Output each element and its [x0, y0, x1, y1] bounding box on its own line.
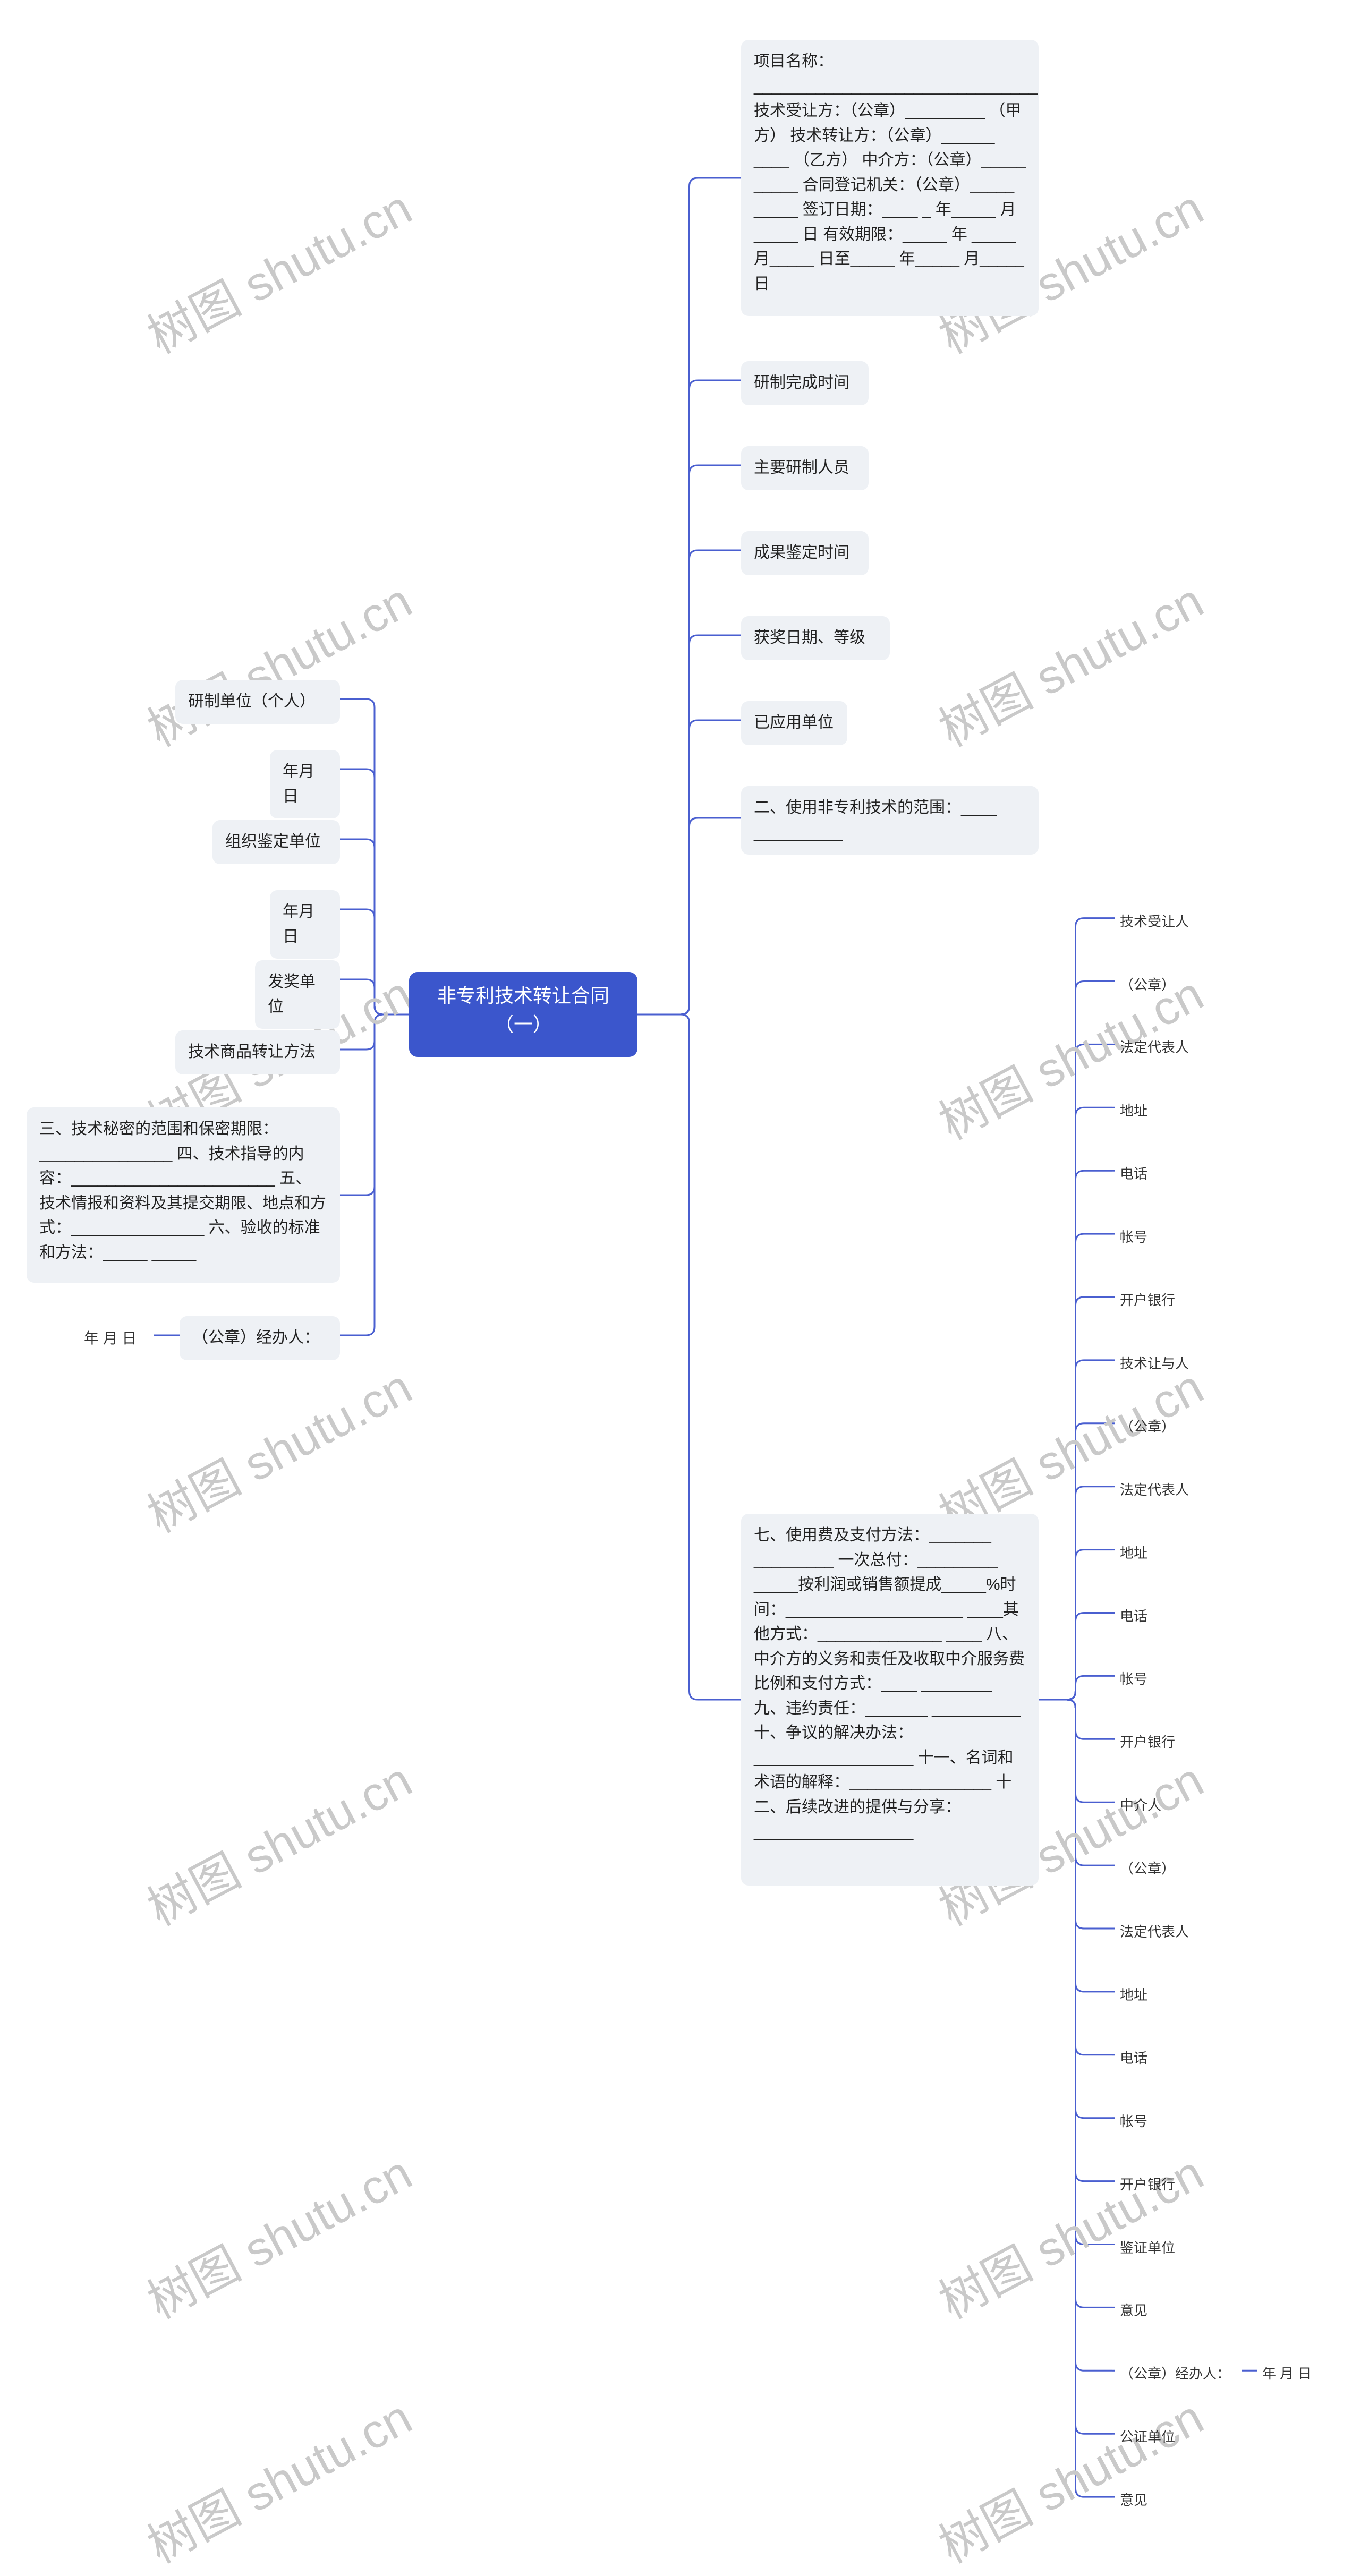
right-node-r6: 二、使用非专利技术的范围：____ __________ [741, 786, 1039, 855]
detail-c22: 意见 [1116, 2298, 1152, 2323]
detail-c17: 地址 [1116, 1982, 1152, 2008]
detail-c16: 法定代表人 [1116, 1919, 1193, 1944]
left-node-l7b: 年 月 日 [80, 1325, 154, 1352]
left-node-l1: 年月日 [270, 750, 340, 818]
right-node-r1: 研制完成时间 [741, 361, 869, 405]
detail-c15: （公章） [1116, 1856, 1179, 1881]
left-node-l3: 年月日 [270, 890, 340, 959]
right-node-r2: 主要研制人员 [741, 446, 869, 490]
detail-c21: 鉴证单位 [1116, 2235, 1179, 2261]
left-node-l7: （公章）经办人： [180, 1316, 340, 1360]
detail-c24: 公证单位 [1116, 2424, 1179, 2450]
detail-c0: 技术受让人 [1116, 909, 1193, 934]
right-node-r5: 已应用单位 [741, 701, 847, 745]
detail-c1: （公章） [1116, 972, 1179, 997]
detail-c3: 地址 [1116, 1098, 1152, 1123]
left-node-l0: 研制单位（个人） [175, 680, 340, 724]
detail-c9: 法定代表人 [1116, 1477, 1193, 1503]
detail-c5: 帐号 [1116, 1224, 1152, 1250]
detail-c10: 地址 [1116, 1540, 1152, 1566]
detail-c4: 电话 [1116, 1161, 1152, 1187]
detail-c12: 帐号 [1116, 1666, 1152, 1692]
right-node-r3: 成果鉴定时间 [741, 531, 869, 575]
detail-c20: 开户银行 [1116, 2172, 1179, 2197]
detail-c7: 技术让与人 [1116, 1351, 1193, 1376]
left-node-l6: 三、技术秘密的范围和保密期限：_______________ 四、技术指导的内容… [27, 1107, 340, 1283]
right-node-r0: 项目名称：________________________________ 技术… [741, 40, 1039, 316]
detail-c14: 中介人 [1116, 1793, 1166, 1818]
detail-c18: 电话 [1116, 2045, 1152, 2071]
detail-c8: （公章） [1116, 1414, 1179, 1439]
detail-c6: 开户银行 [1116, 1287, 1179, 1313]
right-node-r7: 七、使用费及支付方法：_______ _________ 一次总付：______… [741, 1514, 1039, 1886]
left-node-l2: 组织鉴定单位 [212, 820, 340, 864]
detail-c19: 帐号 [1116, 2109, 1152, 2134]
left-node-l4: 发奖单位 [255, 960, 340, 1029]
left-node-l5: 技术商品转让方法 [175, 1030, 340, 1074]
detail-c11: 电话 [1116, 1603, 1152, 1629]
right-node-r4: 获奖日期、等级 [741, 616, 890, 660]
detail-c23-sub: 年 月 日 [1258, 2361, 1315, 2386]
detail-c13: 开户银行 [1116, 1729, 1179, 1755]
detail-c2: 法定代表人 [1116, 1035, 1193, 1060]
detail-c23: （公章）经办人： [1116, 2361, 1235, 2386]
center-node: 非专利技术转让合同（一） [409, 972, 638, 1057]
detail-c25: 意见 [1116, 2487, 1152, 2513]
